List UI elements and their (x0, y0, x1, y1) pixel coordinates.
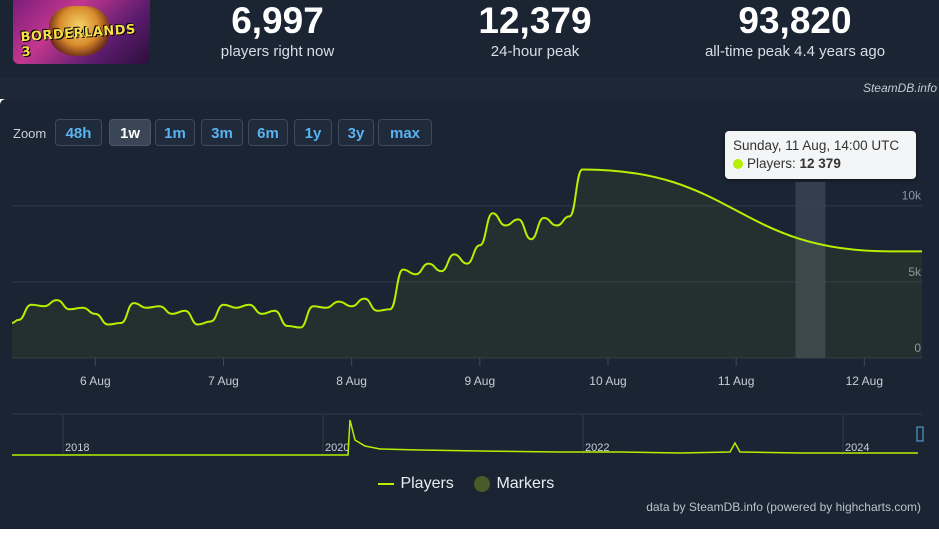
y-tick-label: 0 (914, 341, 921, 355)
zoom-label: Zoom (13, 126, 47, 141)
hover-band (795, 182, 826, 358)
peak-24h-value: 12,379 (478, 0, 592, 41)
navigator-series-line (12, 419, 918, 456)
navigator-year-label: 2020 (325, 442, 349, 454)
players-line (11, 168, 923, 329)
x-tick-label: 12 Aug (846, 374, 883, 388)
zoom-button-3m[interactable]: 3m (201, 119, 243, 146)
legend-markers[interactable]: Markers (474, 474, 554, 494)
navigator-year-label: 2018 (65, 442, 89, 454)
series-dot-icon (733, 159, 743, 169)
navigator-handle (916, 426, 924, 442)
current-players-value: 6,997 (231, 0, 324, 41)
highcharts-credit[interactable]: data by SteamDB.info (powered by highcha… (646, 500, 921, 514)
zoom-button-1m[interactable]: 1m (155, 119, 195, 146)
header-divider (0, 78, 939, 99)
players-line-icon (378, 483, 394, 485)
peak-24h-label: 24-hour peak (490, 43, 580, 60)
current-players-label: players right now (220, 43, 335, 60)
zoom-button-6m[interactable]: 6m (248, 119, 288, 146)
game-cover-image[interactable]: BORDERLANDS 3 (13, 0, 150, 64)
tooltip-date: Sunday, 11 Aug, 14:00 UTC (733, 138, 900, 153)
page-bottom-margin (0, 529, 939, 544)
vault-hunter-mask-graphic (49, 6, 109, 56)
navigator-year-label: 2024 (845, 442, 869, 454)
peak-24h-stat: 12,379 24-hour peak (455, 0, 615, 60)
tooltip-series-row: Players: 12 379 (733, 156, 841, 171)
x-tick-label: 6 Aug (80, 374, 111, 388)
zoom-button-48h[interactable]: 48h (55, 119, 102, 146)
zoom-button-1w[interactable]: 1w (109, 119, 151, 146)
all-time-peak-label: all-time peak 4.4 years ago (704, 43, 886, 60)
x-tick-label: 8 Aug (336, 374, 367, 388)
tooltip-series-name: Players (747, 156, 793, 171)
zoom-button-3y[interactable]: 3y (338, 119, 374, 146)
all-time-peak-value: 93,820 (738, 0, 852, 41)
current-players-stat: 6,997 players right now (200, 0, 355, 60)
all-time-peak-stat: 93,820 all-time peak 4.4 years ago (690, 0, 900, 60)
zoom-button-1y[interactable]: 1y (294, 119, 332, 146)
legend-markers-label: Markers (496, 475, 555, 493)
y-tick-label: 10k (902, 189, 922, 203)
legend-players-label: Players (400, 475, 454, 493)
legend-players[interactable]: Players (378, 474, 454, 494)
steamdb-credit-top[interactable]: SteamDB.info (862, 81, 937, 95)
markers-dot-icon (474, 476, 490, 492)
stats-header: BORDERLANDS 3 6,997 players right now 12… (0, 0, 939, 78)
navigator-year-label: 2022 (585, 442, 609, 454)
x-tick-label: 7 Aug (208, 374, 239, 388)
x-tick-label: 9 Aug (464, 374, 495, 388)
tooltip-value: 12 379 (799, 156, 841, 171)
y-tick-label: 5k (908, 265, 922, 279)
chart-tooltip: Sunday, 11 Aug, 14:00 UTC Players: 12 37… (725, 131, 916, 179)
zoom-button-max[interactable]: max (378, 119, 432, 146)
x-tick-label: 11 Aug (718, 374, 754, 388)
x-tick-label: 10 Aug (589, 374, 626, 388)
